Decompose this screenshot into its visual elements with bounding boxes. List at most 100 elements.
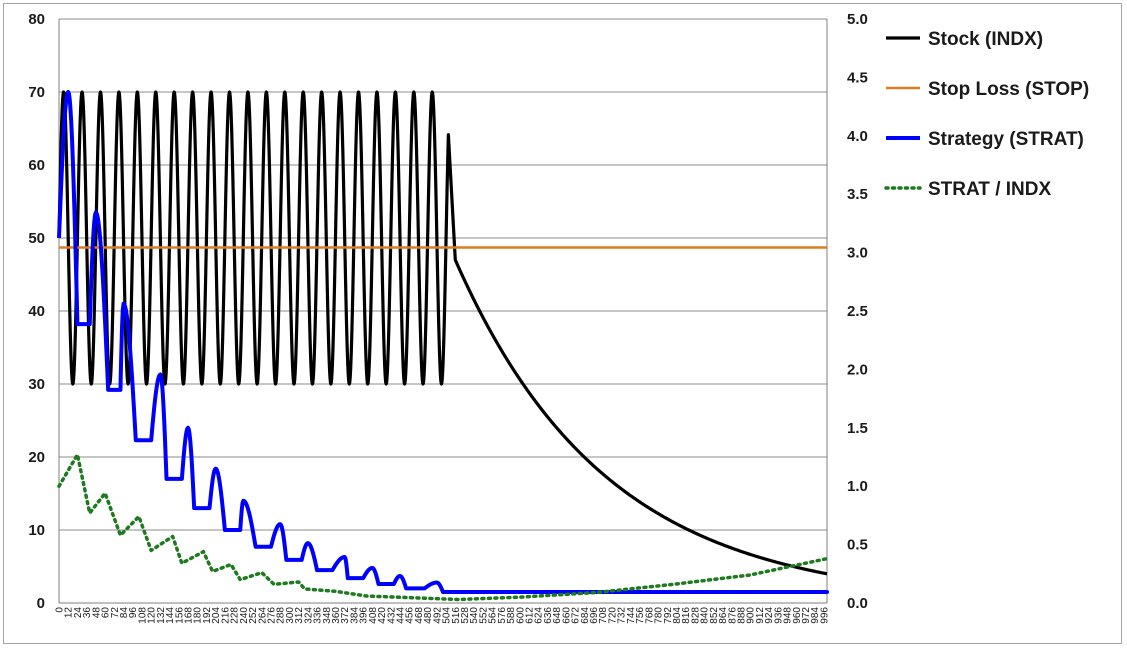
x-tick-label: 480 xyxy=(423,607,434,624)
x-tick-label: 696 xyxy=(589,607,600,624)
y-axis-ticks: 0 10 20 30 40 50 60 70 80 xyxy=(28,11,45,612)
x-tick-label: 156 xyxy=(174,607,185,624)
x-tick-label: 36 xyxy=(82,607,93,619)
x-tick-label: 528 xyxy=(460,607,471,624)
x-tick-label: 456 xyxy=(405,607,416,624)
x-tick-label: 576 xyxy=(497,607,508,624)
chart-frame: 0 10 20 30 40 50 60 70 80 0.0 0.5 1.0 1.5 2.0 2.5 3.0 3… xyxy=(3,3,1122,644)
series-strategy-strat xyxy=(57,90,829,595)
x-tick-label: 12 xyxy=(64,607,75,619)
x-tick-label: 564 xyxy=(488,607,499,624)
x-tick-label: 768 xyxy=(644,607,655,624)
x-tick-label: 84 xyxy=(119,607,130,619)
x-tick-label: 552 xyxy=(478,607,489,624)
x-tick-label: 408 xyxy=(368,607,379,624)
y2-axis-ticks: 0.0 0.5 1.0 1.5 2.0 2.5 3.0 3.5 4.0 4.5 5.0 xyxy=(847,11,868,612)
x-tick-label: 216 xyxy=(220,607,231,624)
x-tick-label: 864 xyxy=(718,607,729,624)
x-tick-label: 852 xyxy=(709,607,720,624)
x-tick-label: 828 xyxy=(690,607,701,624)
legend-item: Strategy (STRAT) xyxy=(886,129,1084,150)
legend-item: Stop Loss (STOP) xyxy=(886,79,1089,100)
x-tick-label: 840 xyxy=(700,607,711,624)
x-tick-label: 312 xyxy=(294,607,305,624)
y-tick-label: 60 xyxy=(28,157,45,174)
legend-label: Stock (INDX) xyxy=(928,29,1043,50)
x-tick-label: 948 xyxy=(783,607,794,624)
y2-tick-label: 3.5 xyxy=(847,186,868,203)
x-tick-label: 600 xyxy=(515,607,526,624)
y-tick-label: 20 xyxy=(28,449,45,466)
y2-tick-label: 4.5 xyxy=(847,69,868,86)
axes xyxy=(58,19,828,604)
x-tick-label: 324 xyxy=(303,607,314,624)
x-tick-label: 96 xyxy=(128,607,139,619)
y2-tick-label: 0.5 xyxy=(847,537,868,554)
series-stock-indx xyxy=(57,90,828,576)
x-tick-label: 168 xyxy=(184,607,195,624)
x-tick-label: 252 xyxy=(248,607,259,624)
y2-tick-label: 1.0 xyxy=(847,478,868,495)
x-tick-label: 996 xyxy=(819,607,830,624)
x-tick-label: 636 xyxy=(543,607,554,624)
x-tick-label: 792 xyxy=(663,607,674,624)
legend-item: STRAT / INDX xyxy=(884,179,1051,200)
x-tick-label: 936 xyxy=(773,607,784,624)
x-tick-label: 912 xyxy=(755,607,766,624)
y-tick-label: 40 xyxy=(28,303,45,320)
x-tick-label: 468 xyxy=(414,607,425,624)
x-tick-label: 300 xyxy=(285,607,296,624)
y-tick-label: 50 xyxy=(28,230,45,247)
x-tick-label: 444 xyxy=(395,607,406,624)
x-tick-label: 276 xyxy=(266,607,277,624)
x-tick-label: 180 xyxy=(193,607,204,624)
x-tick-label: 984 xyxy=(810,607,821,624)
legend-item: Stock (INDX) xyxy=(886,29,1043,50)
x-tick-label: 396 xyxy=(359,607,370,624)
y2-tick-label: 0.0 xyxy=(847,595,868,612)
x-tick-label: 72 xyxy=(110,607,121,619)
y-tick-label: 80 xyxy=(28,11,45,28)
x-tick-label: 192 xyxy=(202,607,213,624)
x-tick-label: 756 xyxy=(635,607,646,624)
x-tick-label: 24 xyxy=(73,607,84,619)
y2-tick-label: 2.0 xyxy=(847,361,868,378)
x-tick-label: 588 xyxy=(506,607,517,624)
legend-label: Stop Loss (STOP) xyxy=(928,79,1089,100)
y-tick-label: 70 xyxy=(28,84,45,101)
legend-label: Strategy (STRAT) xyxy=(928,129,1084,150)
x-tick-label: 816 xyxy=(681,607,692,624)
x-tick-label: 48 xyxy=(91,607,102,619)
x-tick-label: 120 xyxy=(147,607,158,624)
x-tick-label: 960 xyxy=(792,607,803,624)
legend: Stock (INDX) Stop Loss (STOP) Strategy (ST… xyxy=(884,29,1089,200)
x-tick-label: 612 xyxy=(525,607,536,624)
x-tick-label: 780 xyxy=(654,607,665,624)
y-tick-label: 30 xyxy=(28,376,45,393)
x-tick-label: 648 xyxy=(552,607,563,624)
x-tick-label: 624 xyxy=(534,607,545,624)
x-tick-label: 492 xyxy=(432,607,443,624)
x-tick-label: 360 xyxy=(331,607,342,624)
plot-area xyxy=(57,90,829,602)
x-tick-label: 372 xyxy=(340,607,351,624)
x-tick-label: 384 xyxy=(349,607,360,624)
series-strat-over-indx xyxy=(57,452,829,602)
x-tick-label: 804 xyxy=(672,607,683,624)
x-tick-label: 0 xyxy=(55,607,66,613)
x-tick-label: 204 xyxy=(211,607,222,624)
x-tick-label: 288 xyxy=(276,607,287,624)
y-tick-label: 10 xyxy=(28,522,45,539)
x-tick-label: 420 xyxy=(377,607,388,624)
x-tick-label: 744 xyxy=(626,607,637,624)
x-tick-label: 660 xyxy=(561,607,572,624)
x-tick-label: 888 xyxy=(736,607,747,624)
x-tick-label: 348 xyxy=(322,607,333,624)
x-axis-ticks: 0122436486072849610812013214415616818019… xyxy=(55,607,831,624)
x-tick-label: 876 xyxy=(727,607,738,624)
y2-tick-label: 2.5 xyxy=(847,303,868,320)
x-tick-label: 972 xyxy=(801,607,812,624)
x-tick-label: 516 xyxy=(451,607,462,624)
y-tick-label: 0 xyxy=(37,595,45,612)
